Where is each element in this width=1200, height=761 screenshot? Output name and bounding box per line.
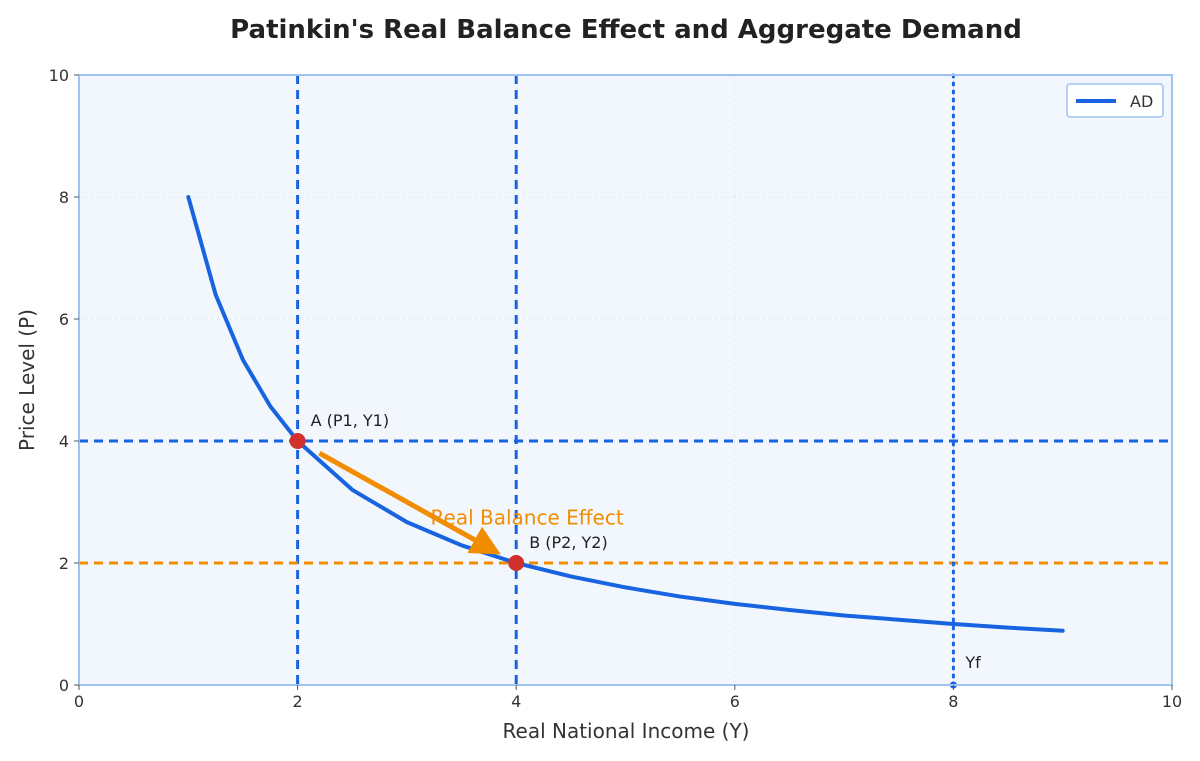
x-tick-label: 0: [74, 692, 84, 711]
x-tick-label: 10: [1162, 692, 1182, 711]
y-tick-label: 6: [59, 310, 69, 329]
series-line-ad: [186, 195, 1065, 633]
plot-background: [79, 75, 1172, 685]
x-tick-label: 2: [293, 692, 303, 711]
x-tick-label: 6: [730, 692, 740, 711]
point-marker: [289, 433, 306, 449]
y-tick-label: 8: [59, 188, 69, 207]
y-tick-label: 0: [59, 676, 69, 695]
yf-label: Yf: [964, 653, 981, 672]
y-tick-label: 10: [49, 66, 69, 85]
y-tick-label: 4: [59, 432, 69, 451]
real-balance-effect-arrow: [318, 451, 501, 555]
y-axis-label: Price Level (P): [15, 309, 39, 451]
chart-title: Patinkin's Real Balance Effect and Aggre…: [230, 15, 1022, 45]
x-tick-label: 4: [511, 692, 521, 711]
x-tick-label: 8: [948, 692, 958, 711]
plot-frame: [78, 74, 1173, 686]
legend: AD: [1066, 83, 1164, 118]
point-label: B (P2, Y2): [529, 533, 608, 552]
point-marker: [508, 555, 525, 571]
y-tick-label: 2: [59, 554, 69, 573]
legend-entry-ad: AD: [1130, 92, 1153, 111]
point-label: A (P1, Y1): [311, 411, 389, 430]
real-balance-effect-label: Real Balance Effect: [431, 505, 624, 529]
x-axis-label: Real National Income (Y): [503, 719, 750, 743]
